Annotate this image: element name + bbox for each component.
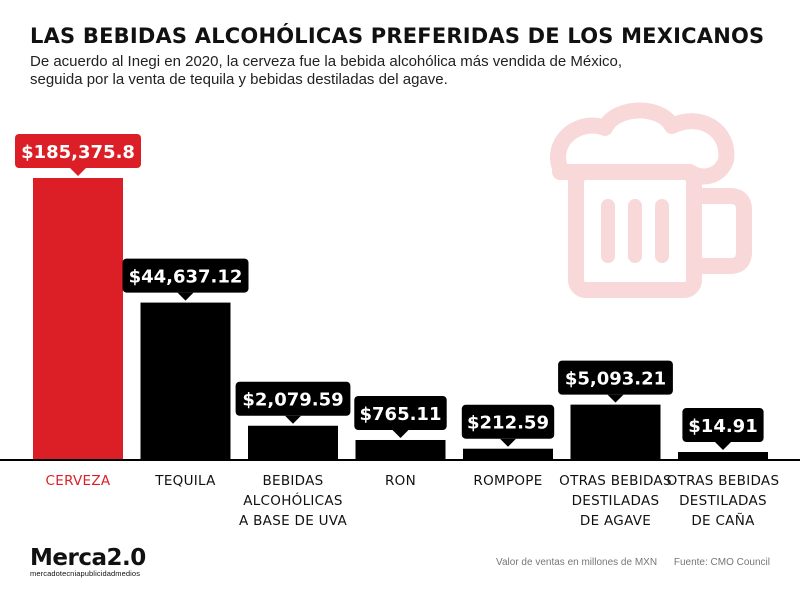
category-label-line: BEBIDAS	[262, 473, 323, 489]
footer: Valor de ventas en millones de MXN Fuent…	[496, 557, 770, 568]
value-label-box	[15, 134, 141, 168]
category-label-line: OTRAS BEBIDAS	[667, 473, 780, 489]
value-label-box	[122, 258, 249, 293]
value-label-text: $212.59	[467, 413, 549, 434]
value-labels-group: $185,375.8 $44,637.12 $2,079.59 $765.11 $212…	[15, 134, 764, 450]
value-label-pointer	[392, 429, 409, 438]
category-labels-group: CERVEZA TEQUILA BEBIDAS ALCOHÓLICAS A BASE D…	[46, 473, 780, 529]
bar-7	[678, 451, 768, 460]
category-label-5: ROMPOPE	[473, 473, 542, 489]
bar-4	[355, 439, 446, 460]
value-label-box	[558, 360, 673, 395]
value-label-pointer	[607, 394, 624, 403]
value-label-7: $14.91	[682, 407, 764, 450]
bar-5	[463, 448, 553, 460]
value-label-6: $5,093.21	[558, 360, 673, 403]
footer-note: Valor de ventas en millones de MXN	[496, 557, 658, 568]
bar-6	[570, 404, 661, 460]
category-label-2: TEQUILA	[154, 473, 216, 489]
value-label-pointer	[285, 415, 301, 424]
bar-3	[248, 425, 338, 460]
value-label-3: $2,079.59	[235, 381, 351, 424]
category-label-1: CERVEZA	[46, 473, 111, 489]
category-label-line: DE AGAVE	[580, 513, 651, 529]
value-label-box	[682, 407, 764, 442]
category-label-line: DESTILADAS	[679, 493, 767, 509]
bars-group	[33, 178, 768, 460]
value-label-pointer	[70, 168, 86, 176]
category-label-line: DE CAÑA	[691, 512, 755, 529]
category-label-line: RON	[385, 473, 416, 489]
value-label-text: $2,079.59	[242, 390, 343, 411]
bar-2	[140, 302, 231, 460]
page-title: LAS BEBIDAS ALCOHÓLICAS PREFERIDAS DE LO…	[30, 24, 765, 48]
beer-mug-icon	[550, 102, 752, 298]
category-label-line: CERVEZA	[46, 473, 111, 489]
logo-number: 2.0	[106, 545, 146, 571]
category-label-4: RON	[385, 473, 416, 489]
category-label-line: ALCOHÓLICAS	[243, 491, 343, 509]
category-label-7: OTRAS BEBIDAS DESTILADAS DE CAÑA	[667, 473, 780, 529]
value-label-2: $44,637.12	[122, 258, 249, 301]
value-label-pointer	[177, 292, 194, 301]
value-label-text: $185,375.8	[21, 142, 135, 163]
value-label-text: $14.91	[688, 416, 757, 437]
category-label-6: OTRAS BEBIDAS DESTILADAS DE AGAVE	[559, 473, 672, 529]
bar-1	[33, 178, 123, 460]
value-label-5: $212.59	[461, 404, 555, 447]
page-subtitle: De acuerdo al Inegi en 2020, la cerveza …	[30, 53, 623, 88]
category-label-3: BEBIDAS ALCOHÓLICAS A BASE DE UVA	[239, 473, 347, 529]
logo-brand: Merca	[30, 545, 107, 571]
category-label-line: OTRAS BEBIDAS	[559, 473, 672, 489]
value-label-pointer	[500, 438, 516, 447]
category-label-line: TEQUILA	[154, 473, 216, 489]
value-label-text: $44,637.12	[129, 267, 243, 288]
value-label-box	[461, 404, 555, 439]
value-label-1: $185,375.8	[15, 134, 141, 176]
category-label-line: DESTILADAS	[572, 493, 660, 509]
category-label-line: A BASE DE UVA	[239, 513, 347, 529]
value-label-4: $765.11	[354, 395, 447, 438]
category-label-line: ROMPOPE	[473, 473, 542, 489]
value-label-box	[235, 381, 351, 416]
value-label-pointer	[715, 441, 731, 450]
value-label-box	[354, 395, 447, 430]
logo-tagline: mercadotecniapublicidadmedios	[30, 569, 141, 578]
value-label-text: $765.11	[360, 404, 442, 425]
footer-source: Fuente: CMO Council	[673, 557, 770, 568]
value-label-text: $5,093.21	[565, 369, 666, 390]
merca-logo: Merca2.0 mercadotecniapublicidadmedios	[30, 546, 146, 578]
